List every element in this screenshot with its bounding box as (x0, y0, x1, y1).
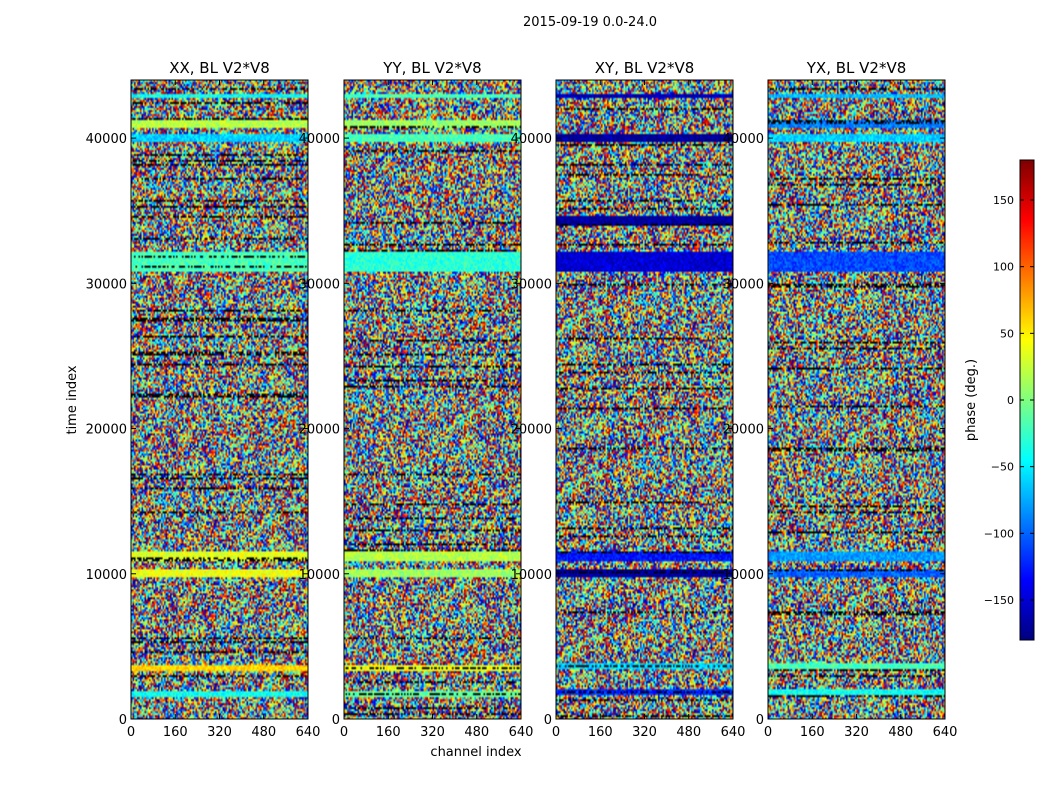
heatmap-image (344, 80, 521, 719)
x-tick-label: 0 (552, 725, 560, 740)
y-tick-label: 10000 (86, 568, 127, 583)
colorbar-tick-label: −100 (984, 527, 1014, 540)
colorbar-tick-label: 0 (1007, 394, 1014, 407)
x-tick-label: 480 (676, 725, 701, 740)
y-tick-label: 30000 (299, 277, 340, 292)
y-tick-label: 40000 (723, 132, 764, 147)
colorbar-label: phase (deg.) (964, 359, 979, 441)
heatmap-image (556, 80, 733, 719)
colorbar-tick-label: −150 (984, 594, 1014, 607)
y-tick-label: 0 (756, 713, 764, 728)
x-tick-label: 320 (632, 725, 657, 740)
panel-2: YY, BL V2*V8 0 160 320 480 640 0 10000 20000 3000… (299, 59, 534, 740)
x-tick-label: 640 (509, 725, 534, 740)
y-tick-label: 30000 (723, 277, 764, 292)
figure-title: 2015-09-19 0.0-24.0 (523, 15, 657, 30)
panels: XX, BL V2*V8 0 160 320 480 640 0 10000 20000 3000… (86, 59, 958, 740)
x-tick-label: 320 (420, 725, 445, 740)
x-tick-label: 160 (588, 725, 613, 740)
y-tick-label: 10000 (723, 568, 764, 583)
colorbar-tick-label: −50 (991, 461, 1014, 474)
colorbar-tick-label: 150 (993, 194, 1014, 207)
panel-title: XX, BL V2*V8 (169, 59, 270, 77)
y-tick-label: 10000 (299, 568, 340, 583)
panel-4: YX, BL V2*V8 0 160 320 480 640 0 10000 20000 3000… (723, 59, 958, 740)
y-tick-label: 30000 (511, 277, 552, 292)
colorbar-tick-label: 50 (1000, 327, 1014, 340)
colorbar: −150 −100 −50 0 50 100 150 phase (deg.) (964, 159, 1035, 641)
x-tick-label: 160 (800, 725, 825, 740)
heatmap-image (131, 80, 308, 719)
y-tick-label: 0 (332, 713, 340, 728)
panel-title: YX, BL V2*V8 (806, 59, 907, 77)
y-tick-label: 40000 (86, 132, 127, 147)
x-tick-label: 160 (163, 725, 188, 740)
x-tick-label: 480 (464, 725, 489, 740)
panel-title: XY, BL V2*V8 (595, 59, 695, 77)
y-tick-label: 0 (544, 713, 552, 728)
colorbar-ticks: −150 −100 −50 0 50 100 150 (984, 194, 1034, 607)
y-tick-label: 20000 (723, 423, 764, 438)
panel-1: XX, BL V2*V8 0 160 320 480 640 0 10000 20000 3000… (86, 59, 321, 740)
x-tick-label: 640 (933, 725, 958, 740)
heatmap-image (768, 80, 945, 719)
x-tick-label: 320 (207, 725, 232, 740)
panel-3: XY, BL V2*V8 0 160 320 480 640 0 10000 20000 3000… (511, 59, 746, 740)
y-axis-label: time index (65, 365, 80, 434)
x-tick-label: 0 (764, 725, 772, 740)
x-tick-label: 320 (844, 725, 869, 740)
x-tick-label: 160 (376, 725, 401, 740)
colorbar-tick-label: 100 (993, 261, 1014, 274)
x-tick-label: 640 (721, 725, 746, 740)
y-tick-label: 40000 (299, 132, 340, 147)
x-tick-label: 0 (340, 725, 348, 740)
x-tick-label: 0 (127, 725, 135, 740)
y-tick-label: 20000 (511, 423, 552, 438)
y-tick-label: 20000 (299, 423, 340, 438)
y-tick-label: 10000 (511, 568, 552, 583)
x-axis-label: channel index (430, 745, 521, 760)
x-tick-label: 480 (251, 725, 276, 740)
y-tick-label: 0 (119, 713, 127, 728)
x-tick-label: 480 (888, 725, 913, 740)
x-tick-label: 640 (296, 725, 321, 740)
y-tick-label: 20000 (86, 423, 127, 438)
y-tick-label: 40000 (511, 132, 552, 147)
panel-title: YY, BL V2*V8 (382, 59, 481, 77)
y-tick-label: 30000 (86, 277, 127, 292)
